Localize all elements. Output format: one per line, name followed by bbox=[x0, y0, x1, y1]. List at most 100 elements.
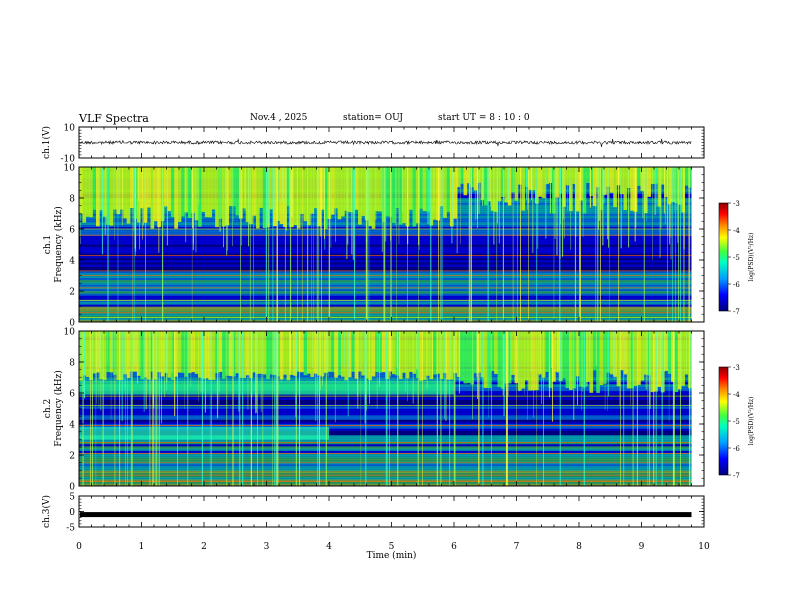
hiss-column bbox=[269, 167, 274, 210]
frequency-band bbox=[79, 483, 692, 487]
hiss-column bbox=[198, 331, 202, 378]
hiss-column bbox=[623, 331, 628, 375]
hiss-column bbox=[548, 331, 553, 388]
colorbar-gradient bbox=[718, 202, 729, 312]
x-tick-label: 5 bbox=[389, 542, 395, 552]
frequency-band bbox=[79, 291, 692, 294]
frequency-band bbox=[79, 224, 692, 228]
frequency-band bbox=[79, 432, 692, 436]
hiss-column bbox=[300, 331, 304, 373]
frequency-band bbox=[79, 229, 692, 232]
hiss-column bbox=[660, 331, 665, 393]
hiss-column bbox=[238, 331, 243, 378]
hiss-column bbox=[147, 331, 151, 380]
hiss-column bbox=[313, 167, 318, 209]
y-tick-label: 10 bbox=[64, 164, 76, 174]
y-tick-label: 4 bbox=[69, 421, 75, 431]
hiss-column bbox=[603, 167, 607, 195]
hiss-column bbox=[446, 167, 451, 212]
hiss-column bbox=[463, 167, 468, 196]
frequency-band bbox=[79, 457, 692, 460]
hiss-column bbox=[123, 167, 127, 219]
frequency-band bbox=[79, 477, 692, 480]
colorbar-gradient bbox=[718, 366, 729, 476]
ch1-colorbar: -3 -4 -5 -6 -7 log(PSD)(V²/Hz) bbox=[718, 200, 755, 316]
frequency-band bbox=[79, 231, 692, 234]
hiss-column bbox=[102, 331, 107, 381]
band-6khz bbox=[79, 380, 454, 395]
hiss-column bbox=[392, 167, 396, 223]
hiss-column bbox=[354, 331, 359, 379]
hiss-column bbox=[483, 167, 488, 206]
hiss-column bbox=[330, 331, 335, 373]
hiss-column bbox=[620, 167, 624, 195]
hiss-column bbox=[517, 331, 522, 391]
hiss-column bbox=[184, 331, 189, 377]
hiss-column bbox=[555, 331, 560, 372]
hiss-column bbox=[150, 331, 155, 372]
hiss-column bbox=[96, 331, 100, 373]
hiss-column bbox=[279, 167, 284, 224]
hiss-column bbox=[327, 331, 332, 372]
hiss-column bbox=[187, 331, 192, 374]
hiss-column bbox=[586, 331, 590, 382]
hiss-column bbox=[415, 167, 420, 224]
frequency-band bbox=[79, 310, 692, 314]
hiss-column bbox=[626, 331, 631, 389]
frequency-band bbox=[79, 410, 692, 414]
frequency-band bbox=[79, 417, 692, 420]
hiss-column bbox=[259, 167, 264, 208]
hiss-column bbox=[354, 167, 359, 210]
hiss-column bbox=[664, 331, 668, 371]
frequency-band bbox=[79, 443, 692, 447]
waveform-trace bbox=[80, 512, 692, 518]
hiss-column bbox=[368, 331, 372, 381]
time-axis: 0 1 2 3 4 5 6 7 8 9 10 Time (min) bbox=[76, 542, 710, 561]
x-tick-label: 6 bbox=[451, 542, 457, 552]
frequency-band bbox=[79, 246, 692, 250]
hiss-column bbox=[344, 331, 349, 381]
frequency-band bbox=[79, 419, 692, 423]
hiss-column bbox=[528, 167, 532, 190]
y-axis-label: ch.3(V) bbox=[41, 495, 52, 528]
hiss-column bbox=[538, 167, 543, 197]
hiss-column bbox=[637, 167, 641, 186]
hiss-column bbox=[657, 167, 662, 207]
x-axis-label: Time (min) bbox=[367, 550, 417, 561]
y-axis-label: ch.1Frequency (kHz) bbox=[43, 206, 64, 283]
frequency-band bbox=[79, 288, 692, 292]
hiss-column bbox=[228, 167, 233, 207]
hiss-column bbox=[623, 167, 628, 210]
hiss-column bbox=[579, 167, 583, 201]
hiss-column bbox=[102, 167, 107, 217]
hiss-column bbox=[463, 331, 468, 384]
colorbar-tick-label: -5 bbox=[733, 418, 740, 426]
hiss-column bbox=[361, 167, 366, 216]
hiss-column bbox=[545, 167, 549, 185]
hiss-column bbox=[460, 167, 464, 184]
frequency-band bbox=[79, 264, 692, 267]
hiss-column bbox=[436, 331, 440, 374]
frequency-band bbox=[79, 317, 692, 321]
hiss-column bbox=[82, 167, 87, 223]
frequency-band bbox=[79, 304, 692, 307]
hiss-column bbox=[208, 167, 213, 218]
hiss-column bbox=[334, 331, 338, 378]
frequency-band bbox=[79, 468, 692, 471]
frequency-band bbox=[79, 297, 692, 301]
hiss-column bbox=[242, 167, 247, 209]
hiss-column bbox=[504, 167, 509, 203]
hiss-column bbox=[140, 167, 144, 209]
hiss-column bbox=[494, 331, 498, 375]
hiss-column bbox=[650, 331, 655, 393]
y-tick-label: 8 bbox=[69, 359, 75, 369]
hiss-column bbox=[494, 167, 498, 212]
frequency-band bbox=[79, 253, 692, 256]
hiss-column bbox=[572, 331, 577, 389]
ch3-waveform-panel: 5 0 -5 ch.3(V) bbox=[41, 493, 705, 534]
hiss-column bbox=[643, 331, 648, 375]
frequency-band bbox=[79, 226, 692, 230]
colorbar-tick-label: -7 bbox=[733, 308, 740, 316]
hiss-column bbox=[126, 167, 131, 224]
